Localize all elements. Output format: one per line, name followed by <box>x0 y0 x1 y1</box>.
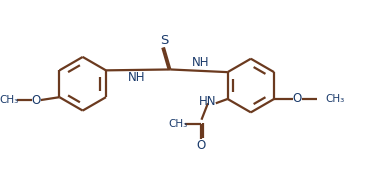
Text: CH₃: CH₃ <box>168 119 187 129</box>
Text: HN: HN <box>199 95 217 108</box>
Text: O: O <box>31 94 41 107</box>
Text: O: O <box>293 92 302 105</box>
Text: NH: NH <box>192 57 209 69</box>
Text: S: S <box>160 34 169 47</box>
Text: NH: NH <box>128 71 145 84</box>
Text: CH₃: CH₃ <box>0 95 18 105</box>
Text: O: O <box>197 139 206 152</box>
Text: CH₃: CH₃ <box>326 94 345 104</box>
